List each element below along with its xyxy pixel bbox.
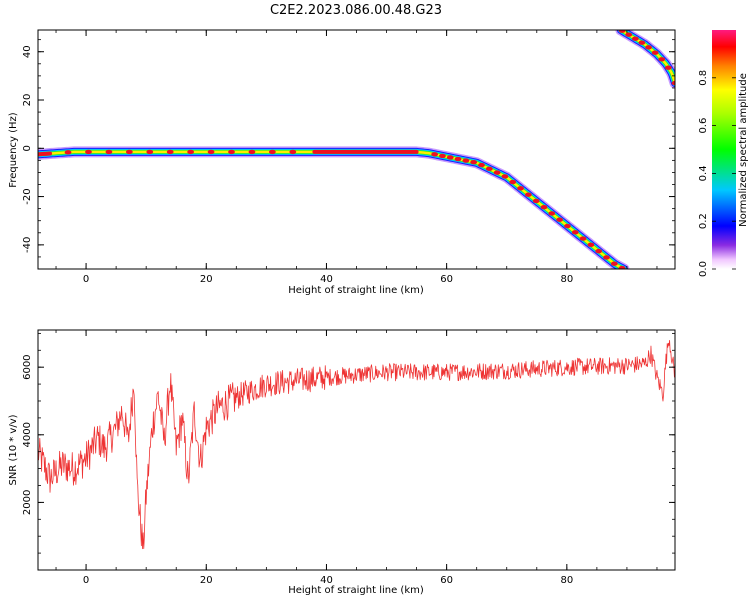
ridge-bead (470, 159, 478, 165)
ridge-bead (187, 149, 195, 155)
figure-title: C2E2.2023.086.00.48.G23 (270, 3, 442, 18)
ridge-bead (618, 265, 626, 269)
top-xtick-label: 80 (560, 274, 573, 285)
top-xtick-label: 20 (200, 274, 213, 285)
bottom-ylabel: SNR (10 * v/v) (8, 414, 19, 485)
ridge-bead (64, 150, 72, 155)
ridge-bead-upper (618, 30, 626, 33)
ridge-bead (595, 248, 603, 254)
colorbar-gradient (712, 30, 736, 269)
ridge-bead (493, 170, 501, 175)
ridge-bead (579, 236, 587, 241)
ridge-bead (540, 204, 548, 210)
ridge-bead (509, 179, 517, 185)
ridge-core-left (38, 151, 53, 157)
bottom-xtick-label: 0 (83, 575, 89, 586)
ridge-bead (478, 162, 485, 168)
ridge-bead (446, 155, 454, 160)
bottom-xtick-label: 40 (320, 575, 333, 586)
snr-series-line (38, 340, 675, 550)
ridge-bead (125, 149, 133, 155)
ridge-bead-upper (664, 65, 672, 70)
ridge-bead (431, 152, 439, 157)
ridge-bead-upper (651, 50, 659, 55)
top-ytick-label: -20 (22, 188, 33, 204)
snr-panel: 0 20 40 60 80 2000 4000 6000 Height of straight… (8, 329, 676, 596)
ridge-bead (564, 223, 571, 229)
bottom-xlabel: Height of straight line (km) (288, 585, 424, 596)
ridge-bead-upper (645, 45, 652, 50)
top-xtick-label: 60 (440, 274, 453, 285)
ridge-bead (454, 156, 462, 162)
bottom-ytick-label: 4000 (22, 422, 33, 447)
bottom-xtick-label: 20 (200, 575, 213, 586)
colorbar-tick-label: 0.2 (698, 213, 709, 229)
bottom-xtick-label: 60 (440, 575, 453, 586)
ridge-bead (517, 186, 524, 191)
ridge-bead (248, 149, 256, 155)
ridge-bead (105, 149, 113, 155)
top-ytick-label: 20 (22, 94, 33, 107)
spectrogram-panel: 0 20 40 60 80 -40 -20 0 20 40 Height of straight … (8, 29, 676, 296)
spectral-ridge (38, 30, 675, 269)
top-ylabel: Frequency (Hz) (8, 112, 19, 188)
top-xtick-label: 40 (320, 274, 333, 285)
colorbar-tick-label: 0.8 (698, 70, 709, 86)
ridge-bead (228, 149, 235, 155)
top-ytick-label: 40 (22, 45, 33, 58)
top-ytick-label: 0 (22, 145, 33, 151)
ridge-bead-upper (638, 40, 646, 45)
top-xlabel: Height of straight line (km) (288, 285, 424, 296)
ridge-bead (439, 153, 446, 159)
ridge-bead-upper (658, 57, 666, 62)
ridge-bead (587, 242, 595, 248)
bottom-ytick-label: 2000 (22, 490, 33, 515)
ridge-bead (207, 149, 215, 155)
top-xtick-label: 0 (83, 274, 89, 285)
colorbar-tick-label: 0.6 (698, 118, 709, 134)
colorbar-label: Normalized spectral amplitude (738, 73, 749, 227)
top-ytick-label: -40 (22, 237, 33, 253)
ridge-bead-upper (631, 36, 639, 41)
ridge-bead (548, 211, 556, 216)
colorbar: 0.0 0.2 0.4 0.6 0.8 Normalized spectral ampl… (698, 30, 749, 277)
ridge-bead-upper (625, 32, 633, 37)
colorbar-tick-label: 0.0 (698, 261, 709, 277)
ridge-bead (603, 255, 610, 260)
ridge-bead (501, 174, 509, 179)
ridge-bead (268, 149, 276, 155)
ridge-bead (85, 149, 92, 155)
bottom-xtick-label: 80 (560, 575, 573, 586)
ridge-bead (532, 198, 540, 204)
ridge-bead (556, 217, 564, 222)
ridge-bead (289, 149, 297, 155)
ridge-bead (610, 261, 618, 266)
ridge-bead (571, 230, 579, 235)
ridge-bead-upper (671, 80, 675, 86)
bottom-ytick-label: 6000 (22, 354, 33, 379)
ridge-bead (166, 149, 174, 155)
ridge-bead (146, 149, 154, 155)
ridge-bead (462, 158, 470, 163)
colorbar-tick-label: 0.4 (698, 165, 709, 181)
ridge-bead (524, 192, 532, 197)
ridge-bead (485, 166, 493, 172)
